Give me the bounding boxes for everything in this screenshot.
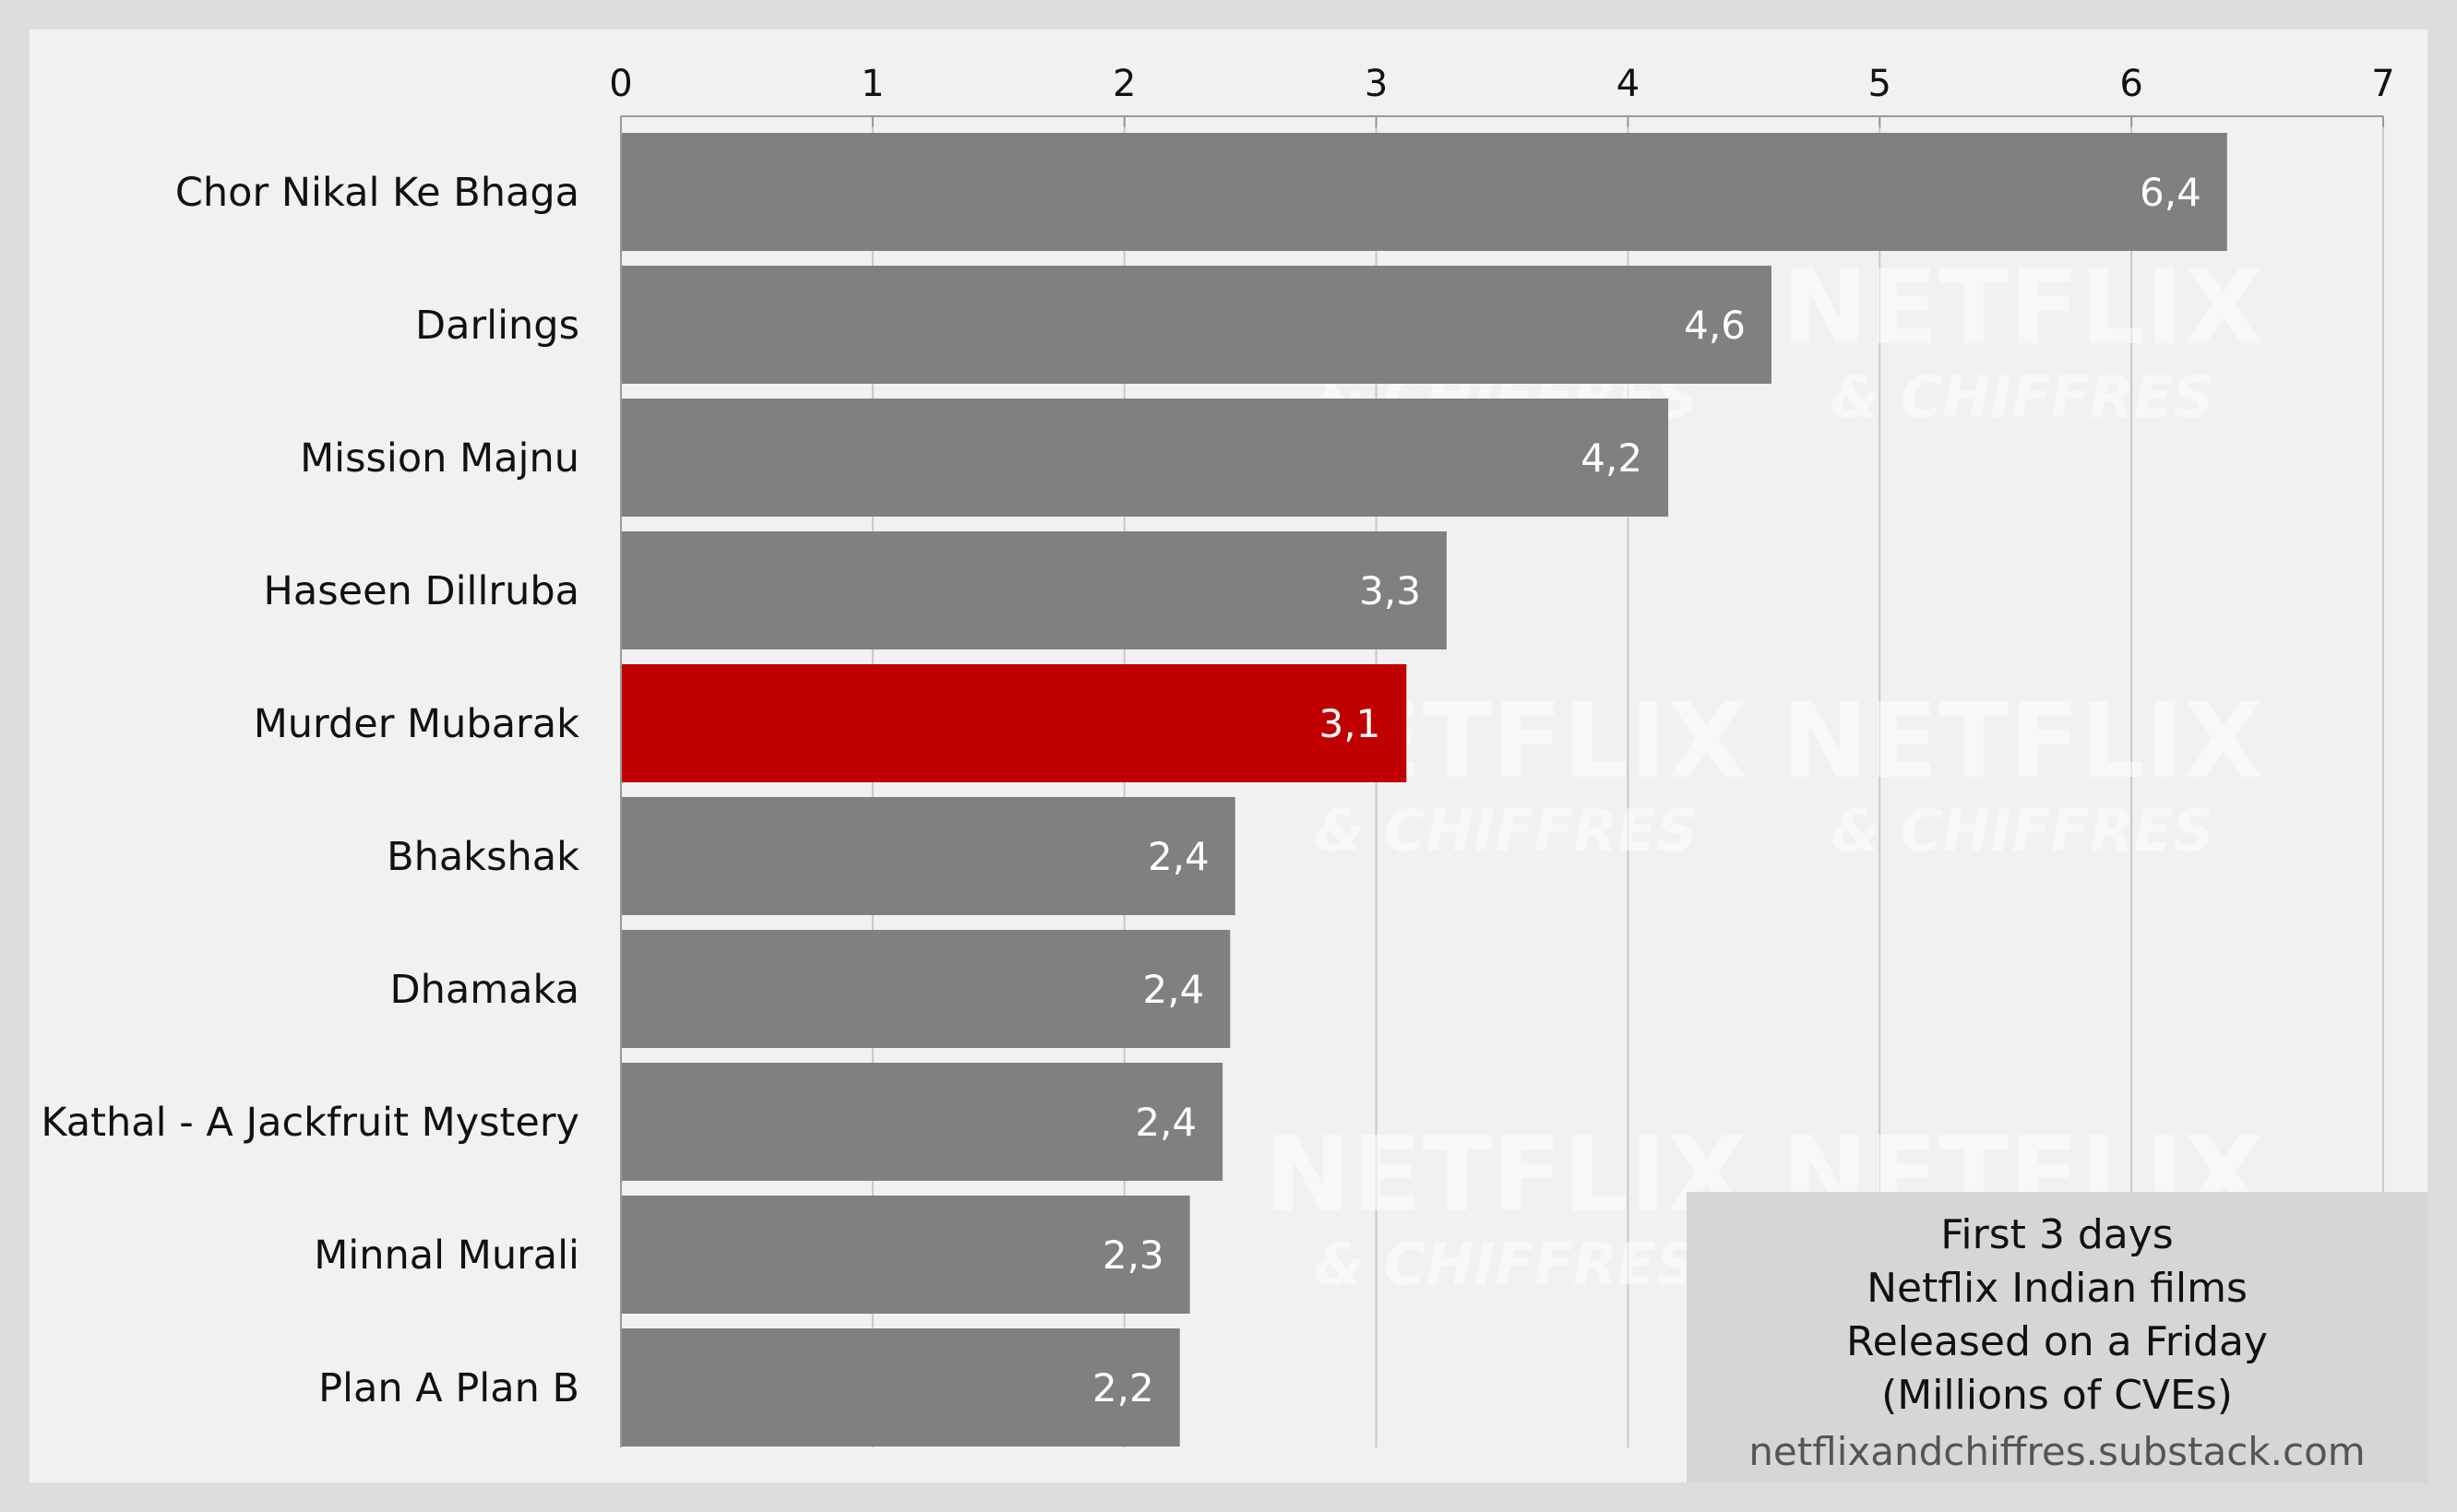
bar-highlighted [621,664,1407,782]
x-tick-label: 6 [2119,63,2142,105]
category-label: Minnal Murali [314,1232,579,1279]
bar-value-label: 2,4 [1143,967,1205,1012]
bar-value-label: 6,4 [2140,170,2201,215]
x-tick-label: 0 [609,63,632,105]
watermark-title: NETFLIX [1782,682,2264,802]
bar-value-label: 4,2 [1580,435,1642,481]
bar-value-label: 2,4 [1135,1100,1197,1145]
category-label: Plan A Plan B [318,1365,579,1411]
bars: 6,4 4,6 4,2 3,3 3,1 2,4 2,4 2,4 2,3 2,2 [621,133,2227,1447]
bar-value-label: 2,2 [1092,1365,1154,1411]
watermark-subtitle: & CHIFFRES [1831,363,2214,431]
category-labels: Chor Nikal Ke Bhaga Darlings Mission Majnu… [41,170,579,1411]
bar [621,1328,1180,1447]
x-tick-label: 1 [861,63,884,105]
bar [621,1063,1223,1181]
info-line-2: Netflix Indian films [1867,1265,2248,1312]
x-tick-label: 3 [1365,63,1388,105]
category-label: Dhamaka [390,967,579,1013]
watermark-subtitle: & CHIFFRES [1314,797,1698,864]
bar-value-label: 2,3 [1103,1232,1164,1278]
watermark-subtitle: & CHIFFRES [1314,1231,1698,1298]
bar [621,133,2227,251]
bar [621,797,1235,915]
bar-value-label: 3,1 [1319,701,1381,746]
x-axis: 0 1 2 3 4 5 6 7 [609,63,2395,1447]
watermark-title: NETFLIX [1265,1115,1747,1235]
info-box: First 3 days Netflix Indian films Releas… [1687,1192,2427,1482]
bar [621,266,1771,384]
bar-value-label: 3,3 [1359,568,1421,613]
category-label: Murder Mubarak [254,701,579,747]
category-label: Bhakshak [387,834,579,880]
bar-value-label: 2,4 [1148,834,1210,879]
x-tick-label: 5 [1868,63,1891,105]
bar [621,531,1447,649]
x-tick-label: 2 [1113,63,1136,105]
info-line-4: (Millions of CVEs) [1881,1372,2233,1419]
category-label: Mission Majnu [300,435,579,482]
source-link[interactable]: netflixandchiffres.substack.com [1748,1429,2366,1474]
bar [621,399,1669,517]
x-tick-label: 7 [2371,63,2394,105]
category-label: Chor Nikal Ke Bhaga [175,170,579,216]
bar [621,1196,1190,1314]
watermark-subtitle: & CHIFFRES [1831,797,2214,864]
bar-value-label: 4,6 [1684,303,1746,348]
bar [621,930,1231,1048]
info-line-1: First 3 days [1940,1211,2174,1258]
category-label: Haseen Dillruba [264,568,579,614]
category-label: Kathal - A Jackfruit Mystery [41,1100,579,1146]
watermark-title: NETFLIX [1782,248,2264,368]
x-tick-label: 4 [1616,63,1640,105]
info-line-3: Released on a Friday [1846,1318,2268,1365]
category-label: Darlings [415,303,579,349]
